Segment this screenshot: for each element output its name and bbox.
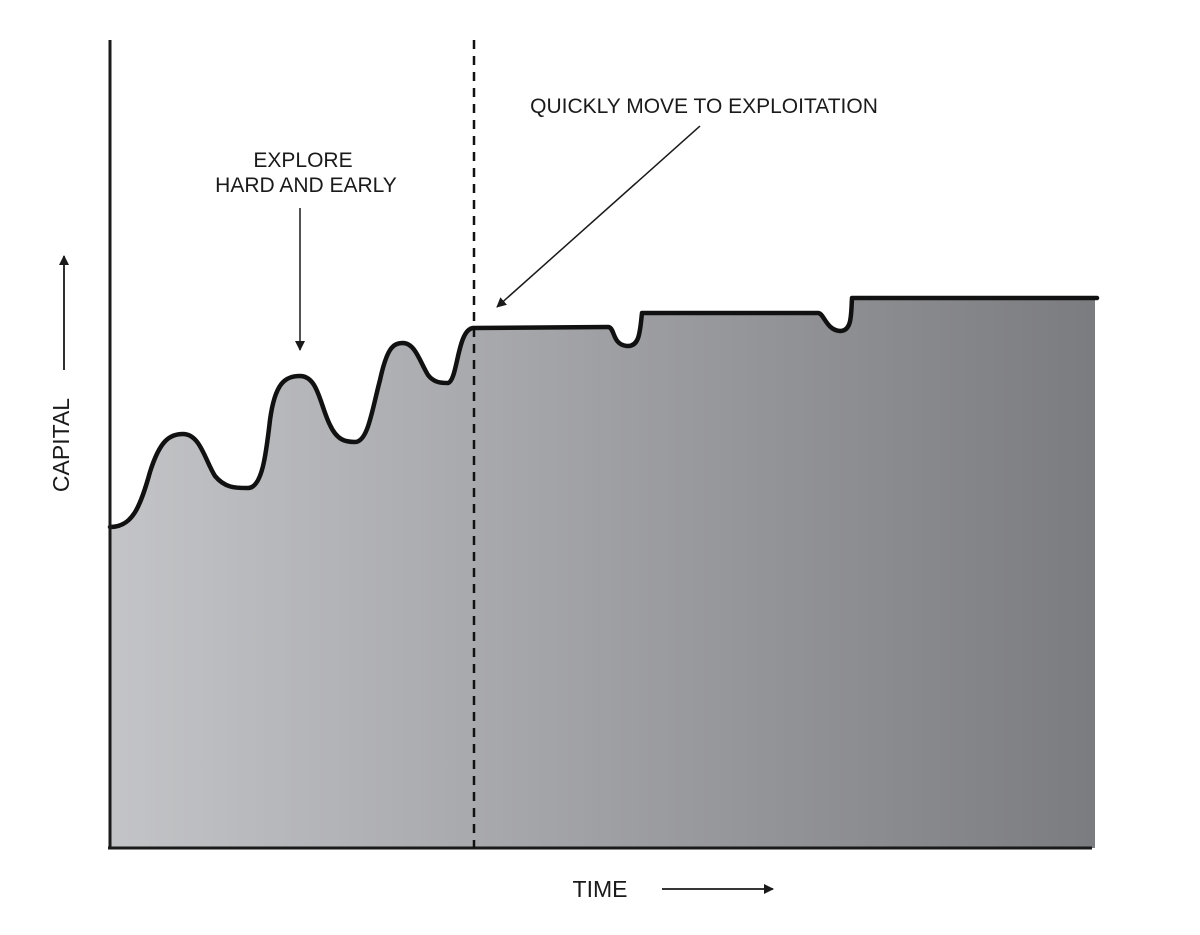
explore-label-line1: EXPLORE	[253, 149, 352, 172]
exploit-arrow	[496, 125, 701, 308]
capital-curve	[107, 295, 1100, 530]
explore-label-line2: HARD AND EARLY	[215, 174, 397, 197]
y-axis-label: CAPITAL	[48, 398, 74, 492]
x-axis-label: TIME	[573, 876, 628, 902]
capital-area	[110, 298, 1095, 848]
exploit-label: QUICKLY MOVE TO EXPLOITATION	[530, 95, 878, 118]
